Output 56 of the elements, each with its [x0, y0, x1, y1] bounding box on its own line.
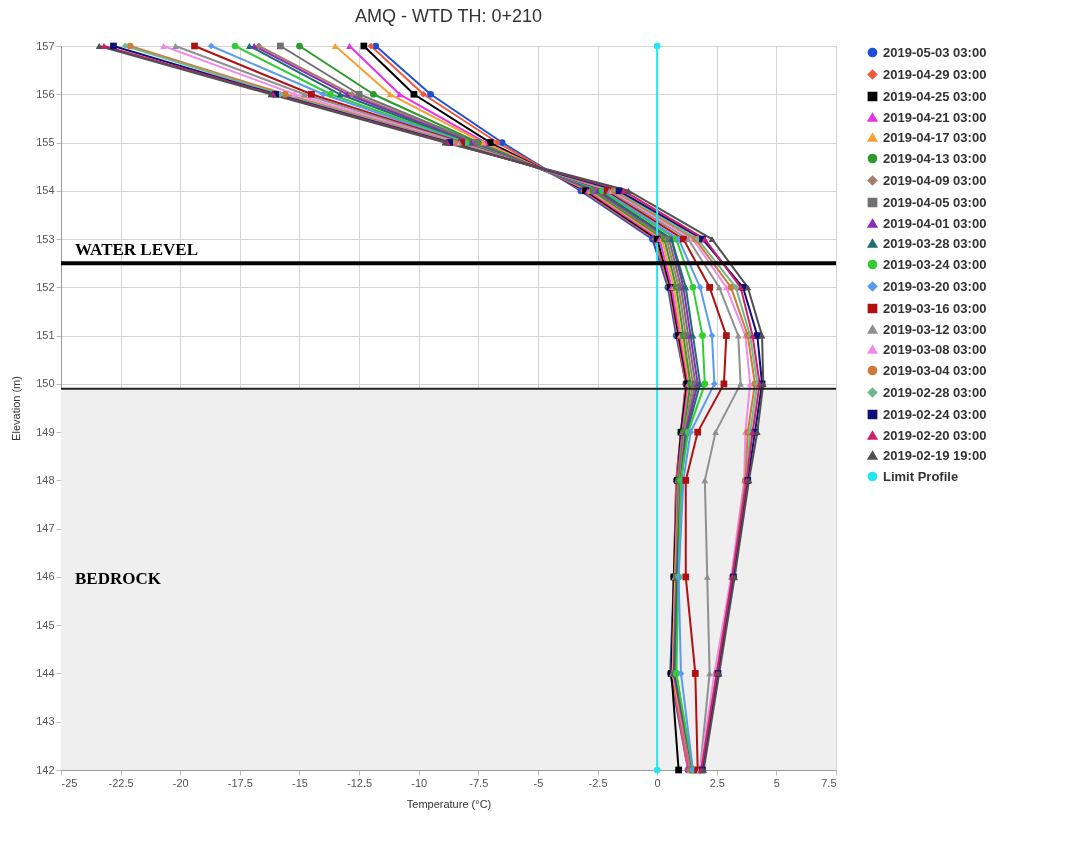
y-tick-label: 152 — [36, 280, 55, 293]
y-tick-label: 148 — [36, 473, 55, 486]
x-tick-label: -22.5 — [108, 776, 134, 789]
ref-line-label: WATER LEVEL — [75, 240, 198, 260]
legend-label: 2019-03-24 03:00 — [883, 256, 987, 272]
legend-label: 2019-02-24 03:00 — [883, 406, 987, 422]
x-tick-label: -15 — [292, 776, 308, 789]
legend-label: 2019-03-08 03:00 — [883, 341, 987, 357]
x-tick-label: 2.5 — [709, 776, 725, 789]
x-tick-label: -25 — [61, 776, 78, 789]
x-axis-title: Temperature (°C) — [406, 797, 492, 810]
y-tick-label: 143 — [36, 715, 55, 728]
x-tick-label: -20 — [172, 776, 189, 789]
x-tick-label: 5 — [773, 776, 780, 789]
y-tick-label: 144 — [36, 666, 55, 679]
x-tick-label: -7.5 — [469, 776, 489, 789]
legend-label: 2019-03-04 03:00 — [883, 362, 987, 378]
x-tick-label: -10 — [411, 776, 428, 789]
y-tick-label: 151 — [36, 329, 55, 342]
y-axis-title: Elevation (m) — [10, 376, 23, 441]
legend-label: 2019-02-28 03:00 — [883, 384, 987, 400]
y-tick-label: 154 — [36, 184, 55, 197]
legend-label: 2019-04-05 03:00 — [883, 194, 987, 210]
legend-label: 2019-02-19 19:00 — [883, 447, 987, 463]
legend-label: 2019-04-13 03:00 — [883, 150, 987, 166]
legend-label: 2019-04-17 03:00 — [883, 129, 987, 145]
band-label: BEDROCK — [75, 569, 162, 589]
y-tick-label: 146 — [36, 570, 55, 583]
x-tick-label: -5 — [533, 776, 544, 789]
x-tick-label: -2.5 — [588, 776, 608, 789]
legend-label: 2019-04-29 03:00 — [883, 66, 987, 82]
x-tick-label: 0 — [654, 776, 661, 789]
legend-label: 2019-02-20 03:00 — [883, 427, 987, 443]
y-tick-label: 153 — [36, 232, 55, 245]
x-tick-label: -12.5 — [347, 776, 373, 789]
legend-label: 2019-03-16 03:00 — [883, 300, 987, 316]
legend-label: 2019-04-09 03:00 — [883, 172, 987, 188]
y-tick-label: 147 — [36, 522, 55, 535]
legend-label: 2019-04-01 03:00 — [883, 215, 987, 231]
legend-label: 2019-05-03 03:00 — [883, 44, 987, 60]
y-tick-label: 145 — [36, 618, 55, 631]
y-tick-label: 157 — [36, 39, 55, 52]
legend-label: Limit Profile — [883, 468, 959, 484]
legend-label: 2019-03-28 03:00 — [883, 235, 987, 251]
legend-label: 2019-03-12 03:00 — [883, 321, 987, 337]
legend-label: 2019-04-25 03:00 — [883, 88, 987, 104]
y-tick-label: 156 — [36, 87, 55, 100]
chart-title: AMQ - WTD TH: 0+210 — [354, 6, 543, 26]
legend-label: 2019-03-20 03:00 — [883, 278, 987, 294]
y-tick-label: 150 — [36, 377, 55, 390]
x-tick-label: 7.5 — [821, 776, 837, 789]
x-tick-label: -17.5 — [227, 776, 253, 789]
y-tick-label: 142 — [36, 763, 55, 776]
y-tick-label: 155 — [36, 136, 55, 149]
y-tick-label: 149 — [36, 425, 55, 438]
legend-label: 2019-04-21 03:00 — [883, 109, 987, 125]
